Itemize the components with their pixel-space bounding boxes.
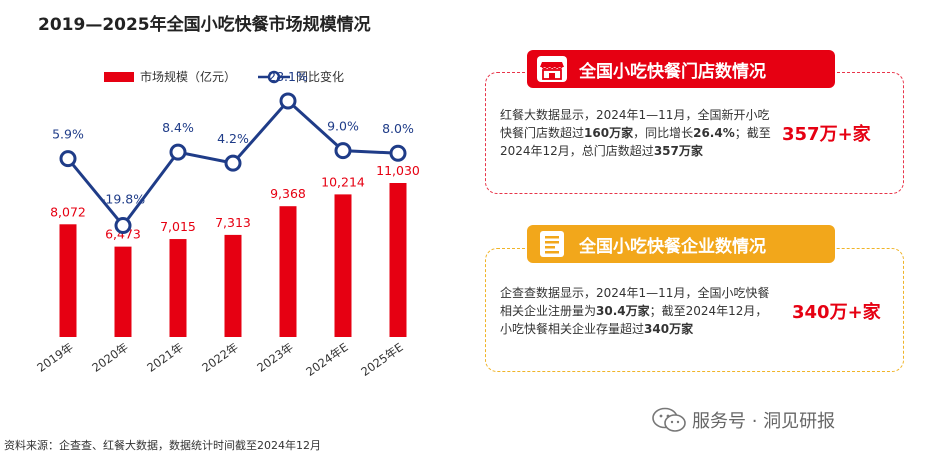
chat-bubbles-icon [652, 407, 686, 432]
growth-value-label: 8.0% [382, 121, 414, 136]
bar [114, 246, 132, 337]
growth-point [389, 144, 407, 162]
growth-value-label: 4.2% [217, 131, 249, 146]
growth-value-label: 5.9% [52, 127, 84, 142]
store-count-heading: 全国小吃快餐门店数情况 [579, 61, 766, 82]
body-text: ；截至2024年12月，总门店数超过 [500, 126, 771, 158]
storefront-icon [535, 54, 569, 84]
legend-bar-label: 市场规模（亿元） [140, 69, 236, 84]
growth-value-label: 8.4% [162, 120, 194, 135]
bar [279, 206, 297, 337]
category-label: 2023年 [254, 340, 295, 375]
company-count-description: 企查查数据显示，2024年1—11月，全国小吃快餐相关企业注册量为30.4万家；… [500, 284, 772, 338]
company-count-banner: 全国小吃快餐企业数情况 [527, 225, 835, 263]
source-note: 资料来源：企查查、红餐大数据，数据统计时间截至2024年12月 [4, 439, 321, 452]
bar [334, 194, 352, 337]
bar [224, 234, 242, 337]
growth-value-label: 9.0% [327, 119, 359, 134]
bar-value-label: 8,072 [50, 204, 86, 219]
chart-title: 2019—2025年全国小吃快餐市场规模情况 [38, 15, 371, 35]
growth-point [169, 143, 187, 161]
category-label: 2022年 [199, 340, 240, 375]
growth-point [224, 154, 242, 172]
bar [169, 239, 187, 337]
growth-value-label: -19.8% [101, 191, 145, 206]
legend-line-marker [267, 70, 281, 84]
body-text: ；截至2024年12月，小吃快餐相关企业存量超过 [500, 304, 768, 336]
bar-value-label: 6,473 [105, 227, 141, 242]
growth-point [279, 92, 297, 110]
emphasis-text: 26.4% [693, 126, 735, 140]
category-label: 2019年 [34, 340, 75, 375]
growth-point [59, 150, 77, 168]
chart-svg: 市场规模（亿元） 同比变化 8,072 6,473 7,015 7,313 9,368 1… [34, 69, 420, 379]
emphasis-text: 357万家 [653, 144, 703, 158]
brand-watermark: 服务号 · 洞见研报 [652, 407, 835, 433]
category-label: 2024年E [303, 340, 350, 379]
category-label: 2025年E [358, 340, 405, 379]
growth-value-label: 28.1% [268, 69, 308, 84]
bar-value-label: 11,030 [376, 163, 420, 178]
document-icon [535, 229, 569, 259]
bar-value-label: 7,015 [160, 219, 196, 234]
body-text: ，同比增长 [633, 126, 694, 140]
legend-line-label: 同比变化 [296, 69, 344, 84]
bar [59, 224, 77, 337]
emphasis-text: 340万家 [644, 322, 694, 336]
growth-point [114, 216, 132, 234]
store-count-highlight: 357万+家 [782, 124, 871, 145]
legend-bar-swatch [104, 72, 134, 82]
body-text: 红餐大数据显示，2024年1—11月，全国新开小吃快餐门店数超过 [500, 108, 770, 140]
emphasis-text: 30.4万家 [596, 304, 650, 318]
company-count-heading: 全国小吃快餐企业数情况 [579, 236, 766, 257]
store-count-description: 红餐大数据显示，2024年1—11月，全国新开小吃快餐门店数超过160万家，同比… [500, 106, 772, 160]
bar [389, 183, 407, 337]
growth-point [334, 142, 352, 160]
emphasis-text: 160万家 [584, 126, 634, 140]
legend: 市场规模（亿元） 同比变化 [104, 69, 344, 84]
category-label: 2021年 [144, 340, 185, 375]
category-label: 2020年 [89, 340, 130, 375]
bar-value-label: 9,368 [270, 186, 306, 201]
body-text: 企查查数据显示，2024年1—11月，全国小吃快餐相关企业注册量为 [500, 286, 770, 318]
store-count-banner: 全国小吃快餐门店数情况 [527, 50, 835, 88]
bar-value-label: 10,214 [321, 174, 365, 189]
company-count-highlight: 340万+家 [792, 302, 881, 323]
brand-text: 服务号 · 洞见研报 [692, 411, 836, 432]
bar-value-label: 7,313 [215, 215, 251, 230]
